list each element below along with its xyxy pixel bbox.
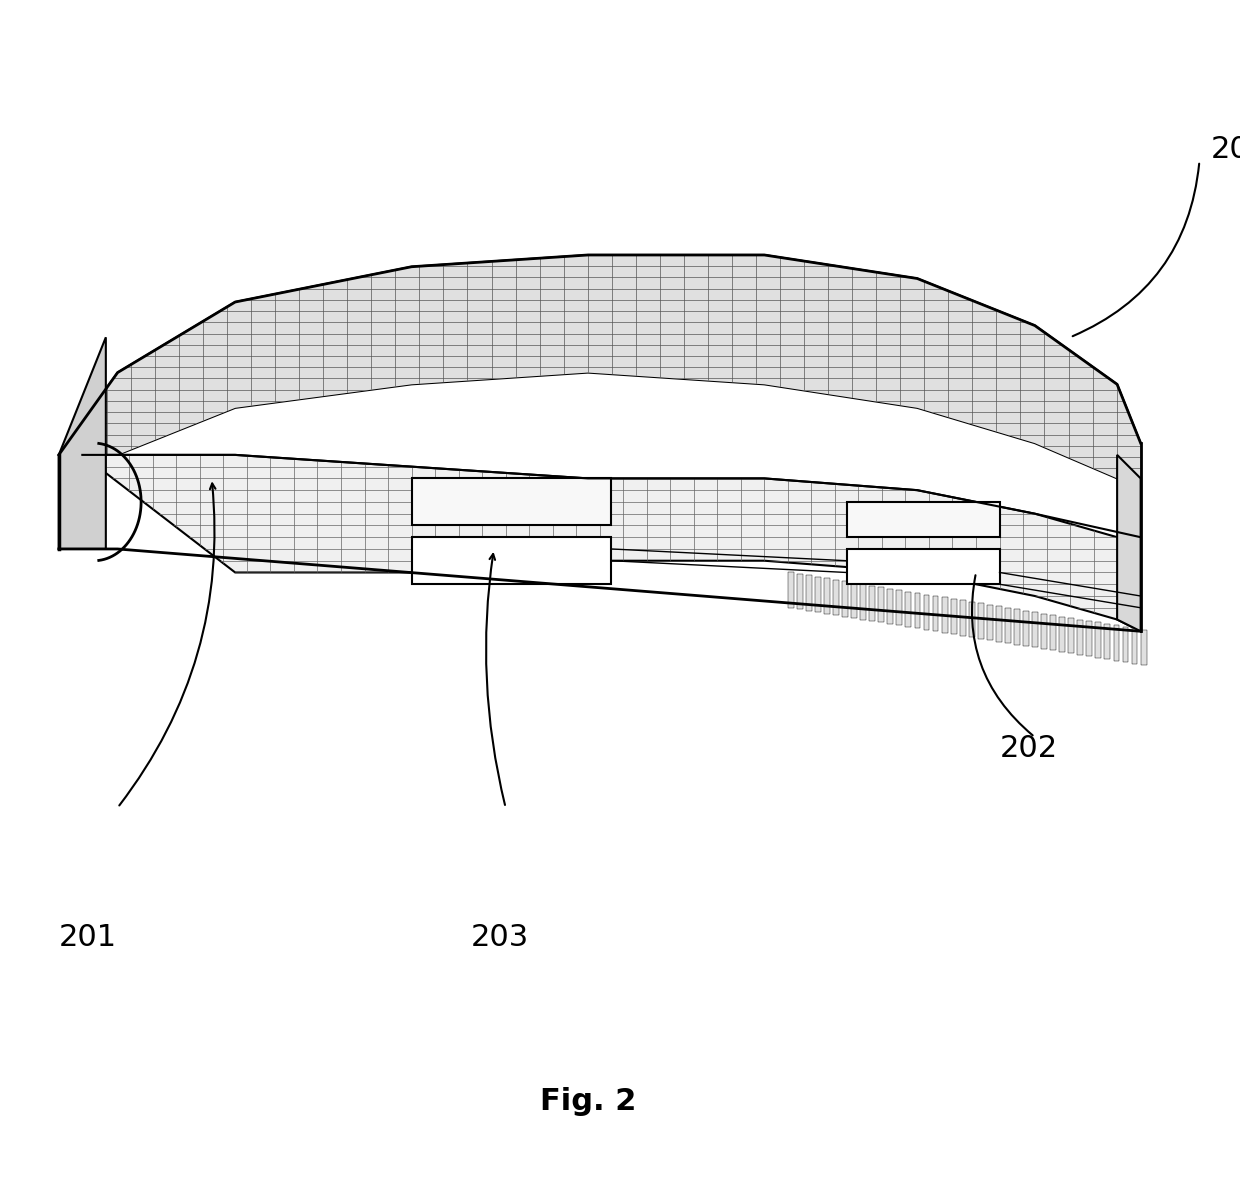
Polygon shape — [1042, 614, 1047, 648]
Polygon shape — [987, 604, 993, 640]
Polygon shape — [833, 579, 839, 615]
Polygon shape — [978, 603, 983, 639]
Polygon shape — [960, 601, 966, 635]
Polygon shape — [1014, 609, 1019, 645]
Polygon shape — [82, 455, 1141, 632]
Polygon shape — [58, 337, 105, 550]
Polygon shape — [1141, 629, 1147, 665]
Polygon shape — [851, 583, 857, 617]
Polygon shape — [842, 582, 848, 616]
Polygon shape — [1117, 455, 1141, 632]
Text: 200: 200 — [1211, 135, 1240, 163]
Polygon shape — [58, 255, 1141, 502]
Polygon shape — [968, 602, 975, 638]
Polygon shape — [951, 598, 956, 634]
Polygon shape — [412, 538, 611, 584]
Polygon shape — [1023, 610, 1029, 646]
Polygon shape — [1069, 617, 1074, 653]
Polygon shape — [847, 502, 999, 538]
Polygon shape — [58, 255, 1141, 502]
Polygon shape — [1086, 621, 1092, 657]
Polygon shape — [1078, 620, 1084, 654]
Polygon shape — [815, 577, 821, 613]
Text: 202: 202 — [999, 734, 1058, 763]
Polygon shape — [941, 597, 947, 633]
Polygon shape — [915, 594, 920, 628]
Polygon shape — [1004, 608, 1011, 642]
Polygon shape — [412, 478, 611, 526]
Polygon shape — [847, 550, 999, 584]
Polygon shape — [897, 590, 903, 626]
Text: 203: 203 — [470, 923, 528, 951]
Polygon shape — [869, 585, 875, 621]
Polygon shape — [825, 578, 830, 614]
Polygon shape — [996, 607, 1002, 641]
Polygon shape — [1132, 628, 1137, 664]
Text: Fig. 2: Fig. 2 — [539, 1087, 636, 1116]
Polygon shape — [1032, 613, 1038, 647]
Polygon shape — [861, 584, 866, 620]
Polygon shape — [58, 255, 1141, 502]
Polygon shape — [905, 591, 911, 627]
Polygon shape — [1050, 615, 1056, 651]
Polygon shape — [1122, 627, 1128, 662]
Polygon shape — [797, 575, 802, 609]
Polygon shape — [888, 589, 893, 623]
Polygon shape — [932, 596, 939, 632]
Polygon shape — [878, 588, 884, 622]
Polygon shape — [1114, 626, 1120, 660]
Polygon shape — [1105, 623, 1110, 659]
Polygon shape — [787, 572, 794, 608]
Polygon shape — [82, 455, 1141, 632]
Text: 201: 201 — [58, 923, 117, 951]
Polygon shape — [1059, 616, 1065, 652]
Polygon shape — [924, 595, 930, 629]
Polygon shape — [806, 576, 812, 610]
Polygon shape — [1095, 622, 1101, 658]
